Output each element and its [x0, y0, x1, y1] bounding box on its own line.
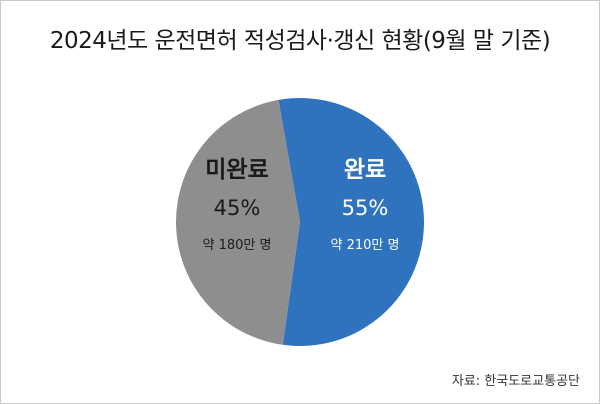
pie-slice-complete	[278, 97, 424, 346]
slice-percent-label: 45%	[214, 196, 261, 220]
source-note: 자료: 한국도로교통공단	[451, 374, 580, 389]
chart-title: 2024년도 운전면허 적성검사·갱신 현황(9월 말 기준)	[49, 28, 551, 54]
pie-slice-incomplete	[176, 99, 300, 345]
slice-label: 완료	[344, 157, 386, 183]
slice-label: 미완료	[205, 157, 268, 183]
slice-note-label: 약 180만 명	[203, 238, 272, 253]
slice-note-label: 약 210만 명	[331, 238, 400, 253]
pie-labels: 완료 55% 약 210만 명 미완료 45% 약 180만 명	[203, 157, 400, 253]
pie-slices	[176, 97, 424, 346]
slice-percent-label: 55%	[342, 196, 389, 220]
